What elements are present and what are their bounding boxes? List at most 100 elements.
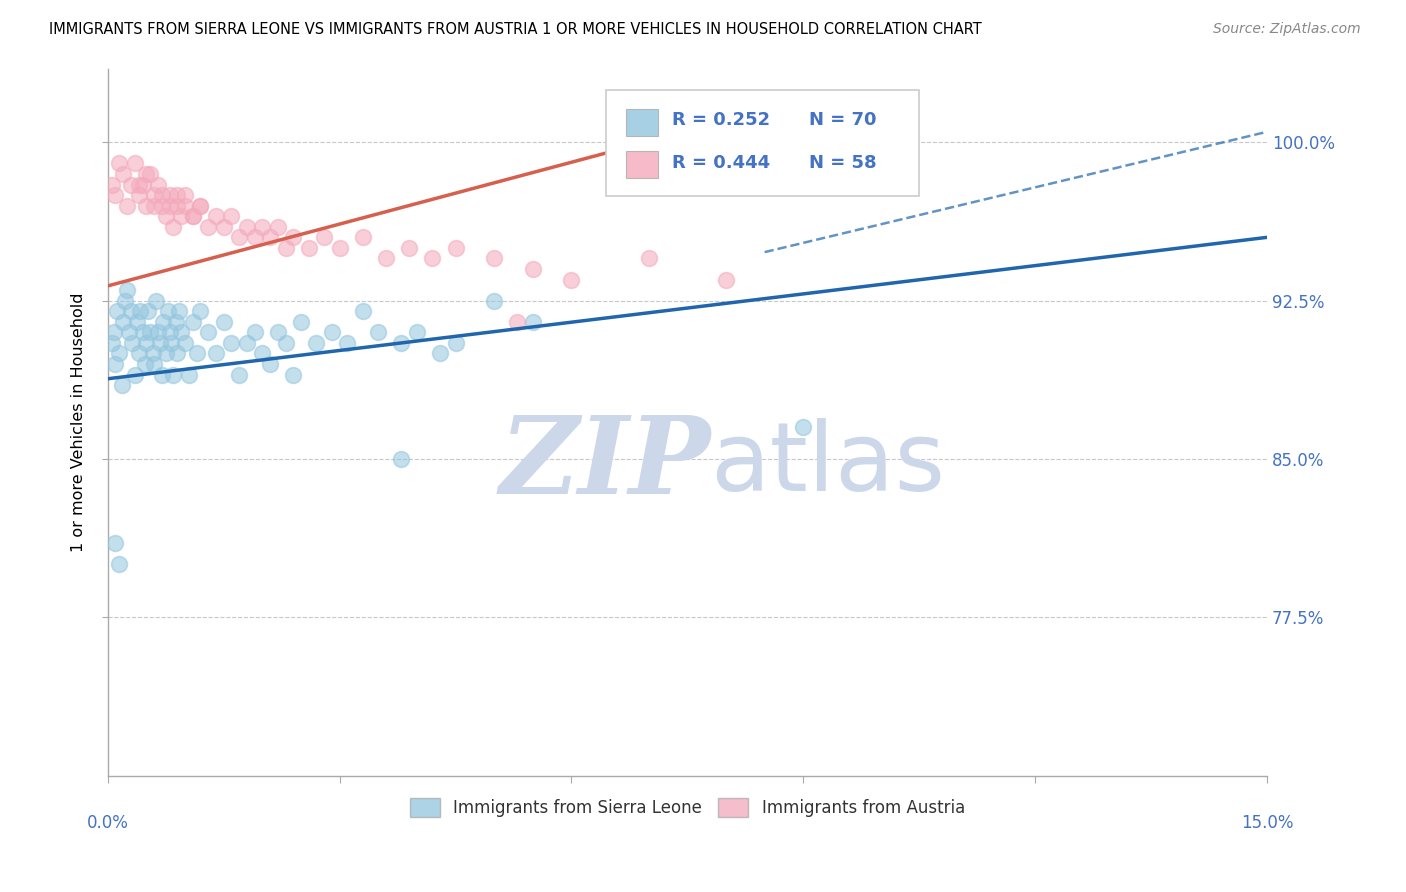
Point xyxy=(274,335,297,350)
Point xyxy=(166,199,188,213)
Text: Source: ZipAtlas.com: Source: ZipAtlas.com xyxy=(1213,22,1361,37)
Point xyxy=(267,219,290,234)
Point xyxy=(197,326,219,340)
Point xyxy=(159,199,181,213)
Point xyxy=(221,335,243,350)
Point xyxy=(155,346,177,360)
Point xyxy=(149,335,172,350)
Point xyxy=(128,346,150,360)
Point xyxy=(114,293,136,308)
Text: N = 70: N = 70 xyxy=(808,112,876,129)
FancyBboxPatch shape xyxy=(606,90,920,195)
Point xyxy=(170,209,193,223)
Point xyxy=(221,209,243,223)
Point xyxy=(637,252,659,266)
Point xyxy=(118,326,141,340)
Point xyxy=(112,167,135,181)
Text: R = 0.444: R = 0.444 xyxy=(672,153,770,171)
Point xyxy=(205,346,228,360)
Point xyxy=(100,335,122,350)
Legend: Immigrants from Sierra Leone, Immigrants from Austria: Immigrants from Sierra Leone, Immigrants… xyxy=(404,792,972,823)
Point xyxy=(162,368,184,382)
Point xyxy=(699,136,721,150)
Point xyxy=(112,315,135,329)
Point xyxy=(267,326,290,340)
Point xyxy=(174,335,197,350)
Point xyxy=(444,241,467,255)
Point xyxy=(121,335,143,350)
Point xyxy=(228,230,250,244)
Point xyxy=(115,283,138,297)
Point xyxy=(197,219,219,234)
Point xyxy=(314,230,336,244)
Point xyxy=(135,335,157,350)
Point xyxy=(152,315,174,329)
Point xyxy=(136,304,159,318)
Point xyxy=(190,199,212,213)
Point xyxy=(352,304,374,318)
Point xyxy=(174,199,197,213)
Point xyxy=(146,326,169,340)
Point xyxy=(252,219,274,234)
Point xyxy=(100,178,122,192)
Point xyxy=(159,326,181,340)
Point xyxy=(391,452,413,467)
Text: R = 0.252: R = 0.252 xyxy=(672,112,770,129)
Point xyxy=(190,199,212,213)
Point xyxy=(142,346,165,360)
Point xyxy=(155,209,177,223)
Point xyxy=(159,188,181,202)
Point xyxy=(135,199,157,213)
Text: ZIP: ZIP xyxy=(499,411,710,517)
Point xyxy=(482,252,505,266)
Point xyxy=(129,304,152,318)
Point xyxy=(143,199,166,213)
Point xyxy=(108,156,131,170)
Point xyxy=(104,357,127,371)
Point xyxy=(506,315,529,329)
Point xyxy=(145,293,167,308)
Point xyxy=(305,335,328,350)
Point xyxy=(165,315,187,329)
Text: 0.0%: 0.0% xyxy=(87,814,129,832)
Point xyxy=(236,219,259,234)
Point xyxy=(352,230,374,244)
Point xyxy=(391,335,413,350)
Text: IMMIGRANTS FROM SIERRA LEONE VS IMMIGRANTS FROM AUSTRIA 1 OR MORE VEHICLES IN HO: IMMIGRANTS FROM SIERRA LEONE VS IMMIGRAN… xyxy=(49,22,981,37)
Point xyxy=(150,368,173,382)
Point xyxy=(243,326,266,340)
Point xyxy=(166,346,188,360)
Point xyxy=(420,252,443,266)
Point xyxy=(367,326,389,340)
Point xyxy=(212,315,235,329)
Text: 15.0%: 15.0% xyxy=(1240,814,1294,832)
Point xyxy=(405,326,427,340)
Point xyxy=(131,178,153,192)
Point xyxy=(522,315,544,329)
Point xyxy=(120,304,142,318)
Point xyxy=(283,368,305,382)
Point xyxy=(162,219,184,234)
Point xyxy=(111,378,134,392)
Point xyxy=(124,368,146,382)
Point xyxy=(792,420,814,434)
Point xyxy=(290,315,312,329)
Point xyxy=(131,326,153,340)
Point xyxy=(375,252,398,266)
Point xyxy=(181,209,204,223)
Point xyxy=(166,188,188,202)
Point xyxy=(139,326,162,340)
Point xyxy=(170,326,193,340)
Point xyxy=(259,357,281,371)
Point xyxy=(174,188,197,202)
Point xyxy=(212,219,235,234)
Point xyxy=(104,188,127,202)
Point xyxy=(120,178,142,192)
Point xyxy=(143,188,166,202)
Point xyxy=(243,230,266,244)
Point xyxy=(714,272,737,286)
Point xyxy=(134,357,156,371)
Point xyxy=(108,346,131,360)
Point xyxy=(186,346,208,360)
Point xyxy=(104,536,127,550)
